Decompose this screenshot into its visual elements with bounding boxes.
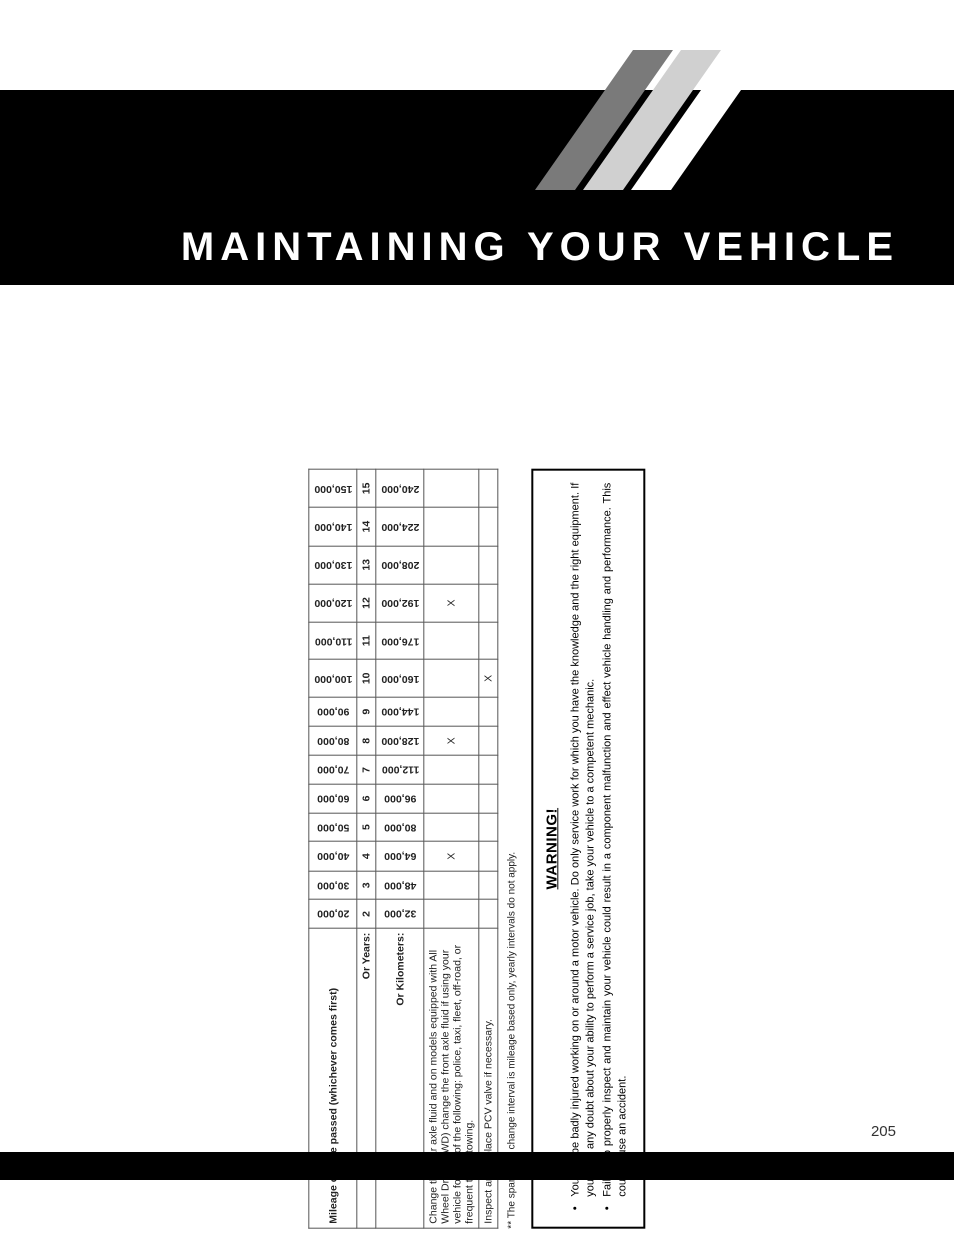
mile-col: 100,000	[309, 659, 357, 697]
mile-col: 80,000	[309, 726, 357, 756]
cell	[424, 659, 479, 697]
header-band: MAINTAINING YOUR VEHICLE	[0, 90, 954, 285]
cell	[479, 508, 498, 546]
cell	[424, 813, 479, 842]
km-col: 96,000	[376, 784, 424, 813]
km-col: 224,000	[376, 508, 424, 546]
cell	[479, 546, 498, 584]
table-row: Change the rear axle fluid and on models…	[424, 469, 479, 1228]
row-label: Inspect and replace PCV valve if necessa…	[479, 928, 498, 1228]
year-col: 7	[357, 756, 376, 785]
table-row: Inspect and replace PCV valve if necessa…	[479, 469, 498, 1228]
year-col: 11	[357, 622, 376, 659]
cell	[479, 756, 498, 785]
cell	[424, 546, 479, 584]
km-label: Or Kilometers:	[376, 928, 424, 1228]
warning-item: Failure to properly inspect and maintain…	[600, 483, 630, 1197]
page-number: 205	[871, 1123, 896, 1140]
km-col: 240,000	[376, 469, 424, 507]
brand-stripes	[584, 50, 804, 150]
cell	[479, 697, 498, 726]
km-col: 80,000	[376, 813, 424, 842]
cell	[479, 784, 498, 813]
mile-col: 90,000	[309, 697, 357, 726]
km-col: 192,000	[376, 584, 424, 622]
table-caption: Mileage or time passed (whichever comes …	[309, 928, 357, 1228]
year-col: 5	[357, 813, 376, 842]
cell	[424, 784, 479, 813]
km-col: 176,000	[376, 622, 424, 659]
year-col: 14	[357, 508, 376, 546]
years-label: Or Years:	[357, 928, 376, 1228]
cell	[479, 622, 498, 659]
km-col: 112,000	[376, 756, 424, 785]
year-col: 13	[357, 546, 376, 584]
mile-col: 60,000	[309, 784, 357, 813]
cell: X	[479, 659, 498, 697]
year-col: 2	[357, 900, 376, 929]
maintenance-table: Mileage or time passed (whichever comes …	[308, 469, 498, 1229]
footnote: ** The spark plug change interval is mil…	[506, 469, 517, 1229]
cell: X	[424, 841, 479, 871]
warning-list: You can be badly injured working on or a…	[568, 483, 629, 1215]
cell	[424, 871, 479, 900]
km-col: 144,000	[376, 697, 424, 726]
cell: X	[424, 726, 479, 756]
mile-col: 50,000	[309, 813, 357, 842]
cell	[479, 726, 498, 756]
cell	[479, 841, 498, 871]
year-col: 15	[357, 469, 376, 507]
km-col: 128,000	[376, 726, 424, 756]
cell	[479, 469, 498, 507]
cell	[479, 584, 498, 622]
mile-col: 70,000	[309, 756, 357, 785]
warning-box: WARNING! You can be badly injured workin…	[531, 469, 645, 1229]
km-col: 208,000	[376, 546, 424, 584]
mile-col: 40,000	[309, 841, 357, 871]
cell	[424, 900, 479, 929]
year-col: 4	[357, 841, 376, 871]
km-col: 160,000	[376, 659, 424, 697]
cell	[424, 469, 479, 507]
year-col: 3	[357, 871, 376, 900]
cell	[479, 871, 498, 900]
km-col: 48,000	[376, 871, 424, 900]
cell: X	[424, 584, 479, 622]
cell	[424, 756, 479, 785]
row-label: Change the rear axle fluid and on models…	[424, 928, 479, 1228]
content-rotated: Mileage or time passed (whichever comes …	[308, 469, 645, 1229]
cell	[424, 508, 479, 546]
mile-col: 140,000	[309, 508, 357, 546]
cell	[479, 900, 498, 929]
warning-title: WARNING!	[543, 483, 560, 1215]
year-col: 12	[357, 584, 376, 622]
mile-col: 130,000	[309, 546, 357, 584]
footer-band	[0, 1152, 954, 1180]
mile-col: 30,000	[309, 871, 357, 900]
mile-col: 150,000	[309, 469, 357, 507]
warning-item: You can be badly injured working on or a…	[568, 483, 598, 1197]
year-col: 8	[357, 726, 376, 756]
mile-col: 120,000	[309, 584, 357, 622]
km-col: 32,000	[376, 900, 424, 929]
year-col: 10	[357, 659, 376, 697]
year-col: 6	[357, 784, 376, 813]
km-col: 64,000	[376, 841, 424, 871]
mile-col: 110,000	[309, 622, 357, 659]
cell	[479, 813, 498, 842]
year-col: 9	[357, 697, 376, 726]
cell	[424, 697, 479, 726]
cell	[424, 622, 479, 659]
mile-col: 20,000	[309, 900, 357, 929]
page-title: MAINTAINING YOUR VEHICLE	[181, 225, 899, 270]
